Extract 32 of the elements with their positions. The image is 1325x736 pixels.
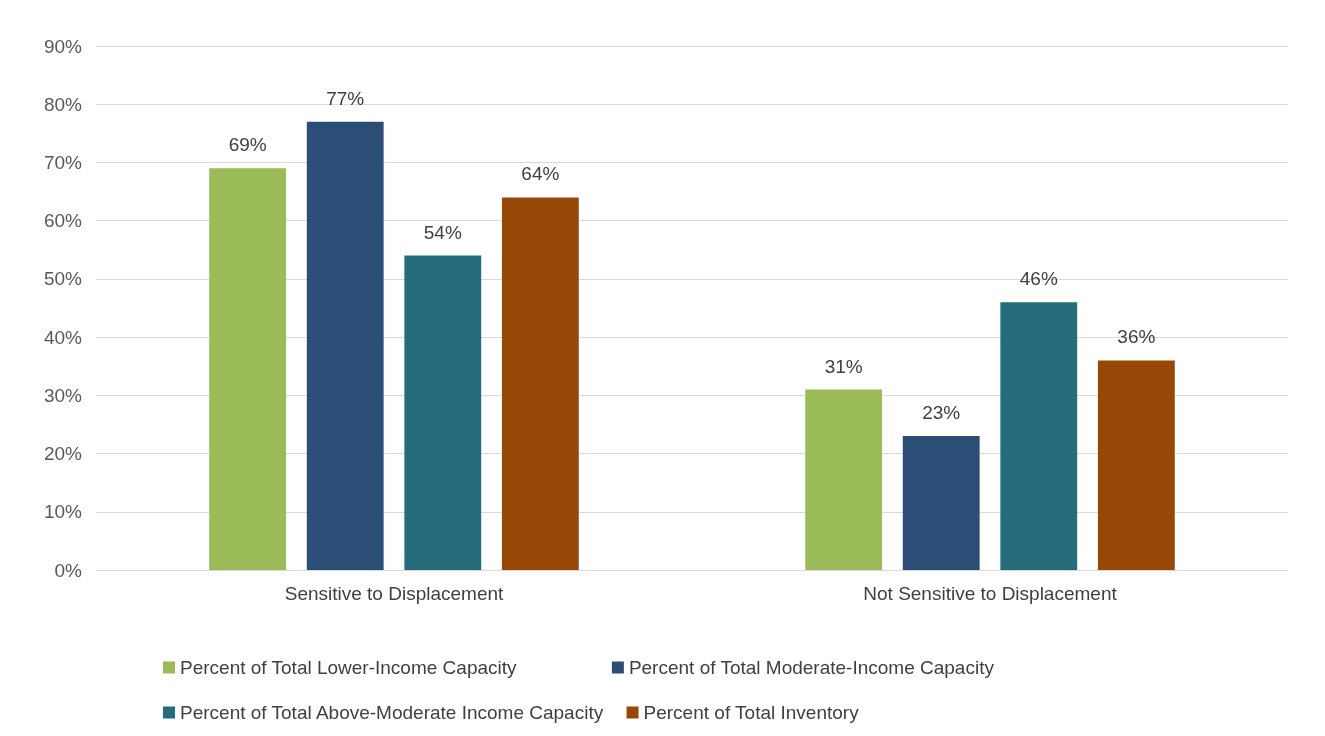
bar: [306, 121, 384, 570]
data-label: 36%: [1117, 326, 1156, 348]
legend-label: Percent of Total Moderate-Income Capacity: [628, 657, 995, 678]
data-label: 23%: [922, 402, 961, 424]
y-tick-label: 70%: [43, 151, 83, 173]
bar: [805, 389, 883, 570]
bar: [404, 255, 482, 570]
data-label: 69%: [228, 134, 267, 156]
data-label: 64%: [521, 163, 560, 185]
legend-label: Percent of Total Above-Moderate Income Capacity: [180, 702, 604, 723]
y-tick-label: 60%: [43, 210, 83, 232]
bar: [902, 436, 980, 570]
y-tick-label: 0%: [54, 559, 83, 581]
y-tick-label: 80%: [43, 93, 83, 115]
y-tick-label: 90%: [43, 35, 83, 57]
y-tick-label: 20%: [43, 443, 83, 465]
legend-label: Percent of Total Lower-Income Capacity: [180, 657, 518, 678]
y-tick-label: 50%: [43, 268, 83, 290]
x-tick-label: Sensitive to Displacement: [284, 583, 505, 604]
y-tick-label: 40%: [43, 326, 83, 348]
data-label: 77%: [326, 87, 365, 109]
data-label: 31%: [824, 355, 863, 377]
bar: [501, 197, 579, 570]
bar: [1000, 302, 1078, 570]
legend-label: Percent of Total Inventory: [643, 702, 860, 723]
y-tick-label: 10%: [43, 501, 83, 523]
x-tick-label: Not Sensitive to Displacement: [863, 583, 1118, 604]
data-label: 46%: [1019, 268, 1058, 290]
y-tick-label: 30%: [43, 384, 83, 406]
data-label: 54%: [423, 221, 462, 243]
bar: [209, 168, 287, 570]
bar: [1097, 360, 1175, 570]
